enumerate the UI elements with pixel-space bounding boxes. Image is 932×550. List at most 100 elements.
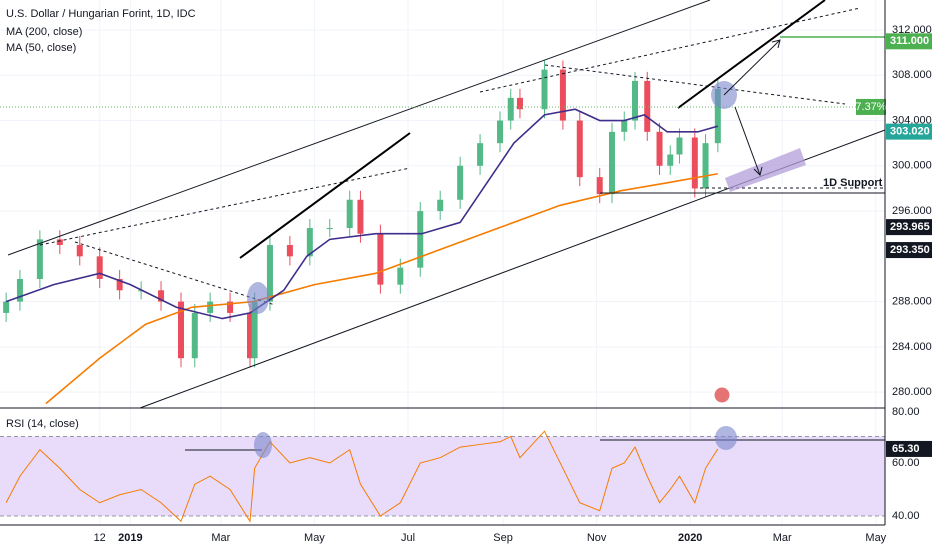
x-tick-label: 2020 [678, 532, 702, 544]
y-tick-label: 288.000 [892, 296, 932, 308]
candle-body [346, 199, 353, 229]
candle-body [541, 69, 548, 110]
candle-body [596, 177, 603, 195]
candle-body [691, 137, 698, 189]
candle-body [177, 301, 184, 359]
x-tick-label: Sep [493, 532, 513, 544]
candle-body [191, 312, 198, 359]
price-label: 311.000 [890, 35, 929, 47]
candle-body [714, 88, 721, 144]
price-label: 293.350 [890, 244, 930, 256]
arrow [723, 39, 781, 96]
rsi-label: 65.30 [892, 443, 920, 455]
candle-body [227, 301, 234, 313]
x-tick-label: May [865, 532, 886, 544]
candle-body [516, 97, 523, 110]
price-label-box [886, 123, 932, 140]
highlight-circle [247, 282, 269, 314]
x-tick-label: Jul [401, 532, 415, 544]
candle-body [631, 80, 638, 121]
candle-body [457, 165, 464, 200]
candle-body [207, 301, 214, 313]
axes: 12 2019 Mar May Jul Sep Nov 2020 Mar May 280.000 28… [94, 24, 932, 544]
rsi-tick-label: 80.00 [892, 406, 920, 418]
percent-tag: 7.37% [855, 101, 886, 113]
trend-line [677, 0, 826, 109]
candle-body [56, 239, 63, 246]
candle-body [576, 120, 583, 178]
x-tick-label: 2019 [118, 532, 142, 544]
y-tick-label: 304.000 [892, 114, 932, 126]
candle-body [3, 301, 10, 313]
candle-body [158, 290, 165, 302]
y-tick-label: 284.000 [892, 341, 932, 353]
candle-body [306, 228, 313, 257]
rsi-line [5, 430, 719, 523]
x-tick-label: Nov [587, 532, 607, 544]
x-tick-label: 12 [94, 532, 106, 544]
price-label-box [886, 219, 932, 236]
candle-body [116, 278, 123, 291]
candle-body [667, 154, 674, 166]
candle-body [266, 245, 273, 302]
arrow-head [753, 166, 763, 176]
price-label-box [886, 33, 932, 50]
support-label: 1D Support [823, 177, 883, 189]
candle-body [507, 97, 514, 121]
legend-entry: MA (50, close) [6, 42, 76, 54]
candle-body [96, 256, 103, 279]
price-label-box [886, 242, 932, 259]
dashed-line [39, 167, 411, 246]
rsi-band [0, 436, 885, 516]
trend-line [239, 132, 411, 259]
candle-body [326, 228, 333, 230]
candle-body [286, 245, 293, 257]
candle-body [357, 199, 364, 234]
candle-body [251, 301, 258, 359]
y-tick-label: 312.000 [892, 24, 932, 36]
ma-line [45, 172, 718, 405]
y-tick-label: 308.000 [892, 69, 932, 81]
candle-body [644, 80, 651, 132]
candle-body [76, 245, 83, 257]
candle-body [437, 199, 444, 212]
candle-body [36, 239, 43, 279]
ma-line [5, 108, 719, 320]
y-tick-label: 296.000 [892, 205, 932, 217]
x-tick-label: May [304, 532, 325, 544]
candle-body [417, 211, 424, 268]
rsi-tick-label: 40.00 [892, 510, 920, 522]
channel-upper [7, 0, 711, 256]
percent-tag-box [856, 98, 886, 115]
candle-body [16, 278, 23, 302]
legend-entry: MA (200, close) [6, 26, 82, 38]
candle-body [377, 233, 384, 285]
highlight-circle [715, 426, 737, 450]
dashed-line [544, 64, 846, 105]
candle-body [676, 137, 683, 155]
dashed-line [74, 241, 276, 306]
candle-body [497, 120, 504, 144]
x-tick-label: Mar [773, 532, 792, 544]
rsi-tick-label: 60.00 [892, 457, 920, 469]
candle-body [656, 131, 663, 166]
rsi-label-box [886, 440, 932, 457]
y-tick-label: 280.000 [892, 386, 932, 398]
price-label: 303.020 [890, 126, 930, 138]
candle-body [477, 143, 484, 166]
price-label: 293.965 [890, 221, 930, 233]
candle-body [559, 69, 566, 121]
chart-title: U.S. Dollar / Hungarian Forint, 1D, IDC [6, 8, 196, 20]
y-tick-label: 300.000 [892, 160, 932, 172]
candle-body [608, 131, 615, 195]
target-zone [725, 148, 806, 192]
x-tick-label: Mar [211, 532, 230, 544]
arrow-head [771, 39, 781, 49]
candle-body [702, 143, 709, 189]
legend-entry: RSI (14, close) [6, 418, 79, 430]
arrow [734, 106, 761, 176]
drawings: 7.37% 1D Support [0, 0, 887, 458]
event-icon [713, 386, 731, 404]
grid [0, 0, 885, 525]
